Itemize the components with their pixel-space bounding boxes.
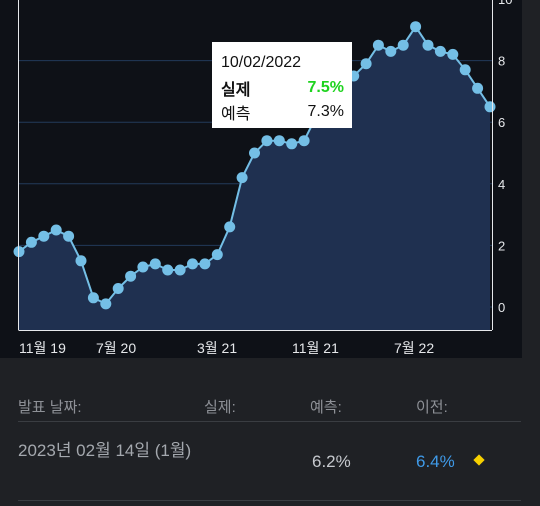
- y-tick-label: 6: [498, 115, 505, 130]
- data-point[interactable]: [397, 39, 409, 51]
- y-tick-label: 8: [498, 54, 505, 69]
- data-point[interactable]: [236, 172, 248, 184]
- tooltip-date: 10/02/2022: [221, 54, 302, 71]
- chart-area-fill: [19, 26, 490, 330]
- data-point[interactable]: [100, 298, 112, 310]
- tooltip-actual-label: 실제: [221, 82, 251, 99]
- x-tick-label: 11월 21: [292, 340, 339, 356]
- data-point[interactable]: [149, 258, 161, 270]
- x-tick-label: 11월 19: [19, 340, 66, 356]
- chart-panel: 0 2 4 6 8 10 11월 19 7월 20 3월 21 11월 21 7월 22 10/02…: [0, 0, 522, 358]
- y-tick-label: 4: [498, 177, 505, 192]
- data-point[interactable]: [261, 135, 273, 147]
- data-point[interactable]: [199, 258, 211, 270]
- table-divider-bottom: [18, 500, 521, 501]
- data-point[interactable]: [211, 249, 223, 261]
- data-point[interactable]: [298, 135, 310, 147]
- data-point[interactable]: [162, 264, 174, 276]
- data-point[interactable]: [50, 224, 62, 236]
- data-point[interactable]: [422, 39, 434, 51]
- data-point[interactable]: [360, 58, 372, 70]
- x-tick-label: 7월 20: [96, 340, 136, 356]
- header-forecast: 예측:: [310, 399, 342, 416]
- data-point[interactable]: [112, 283, 124, 294]
- tooltip-actual-value: 7.5%: [307, 79, 344, 96]
- data-point[interactable]: [174, 264, 186, 276]
- data-point[interactable]: [372, 39, 384, 51]
- row-previous: 6.4%: [416, 452, 455, 471]
- data-point[interactable]: [447, 48, 459, 60]
- chart-tooltip: 10/02/2022 실제 7.5% 예측 7.3%: [212, 42, 352, 128]
- data-point[interactable]: [63, 230, 75, 242]
- data-point[interactable]: [187, 258, 198, 270]
- data-point[interactable]: [434, 45, 446, 57]
- data-point[interactable]: [38, 230, 50, 242]
- x-tick-label: 7월 22: [394, 340, 434, 356]
- data-point[interactable]: [137, 261, 149, 273]
- header-previous: 이전:: [416, 399, 448, 416]
- y-tick-label: 2: [498, 238, 505, 253]
- data-point[interactable]: [385, 45, 397, 57]
- data-point[interactable]: [125, 270, 137, 282]
- y-tick-label: 0: [498, 300, 505, 315]
- data-point[interactable]: [286, 138, 298, 150]
- data-point[interactable]: [224, 221, 236, 233]
- table-divider: [18, 421, 521, 422]
- data-point[interactable]: [273, 135, 285, 147]
- data-point[interactable]: [410, 21, 422, 33]
- row-forecast: 6.2%: [312, 452, 351, 471]
- header-release-date: 발표 날짜:: [18, 399, 82, 416]
- data-point[interactable]: [459, 64, 471, 76]
- line-chart[interactable]: 0 2 4 6 8 10 11월 19 7월 20 3월 21 11월 21 7월 22: [0, 0, 522, 358]
- data-point[interactable]: [472, 82, 484, 94]
- y-tick-label: 10: [498, 0, 512, 7]
- data-point[interactable]: [484, 101, 496, 113]
- header-actual: 실제:: [204, 399, 236, 416]
- tooltip-forecast-label: 예측: [221, 106, 251, 123]
- data-point[interactable]: [25, 236, 37, 248]
- x-tick-label: 3월 21: [197, 340, 237, 356]
- data-point[interactable]: [75, 255, 87, 267]
- tooltip-forecast-value: 7.3%: [307, 103, 344, 120]
- importance-diamond-icon: [473, 454, 485, 466]
- data-point[interactable]: [249, 147, 260, 159]
- row-release-date: 2023년 02월 14일 (1월): [18, 441, 192, 460]
- data-point[interactable]: [87, 292, 99, 304]
